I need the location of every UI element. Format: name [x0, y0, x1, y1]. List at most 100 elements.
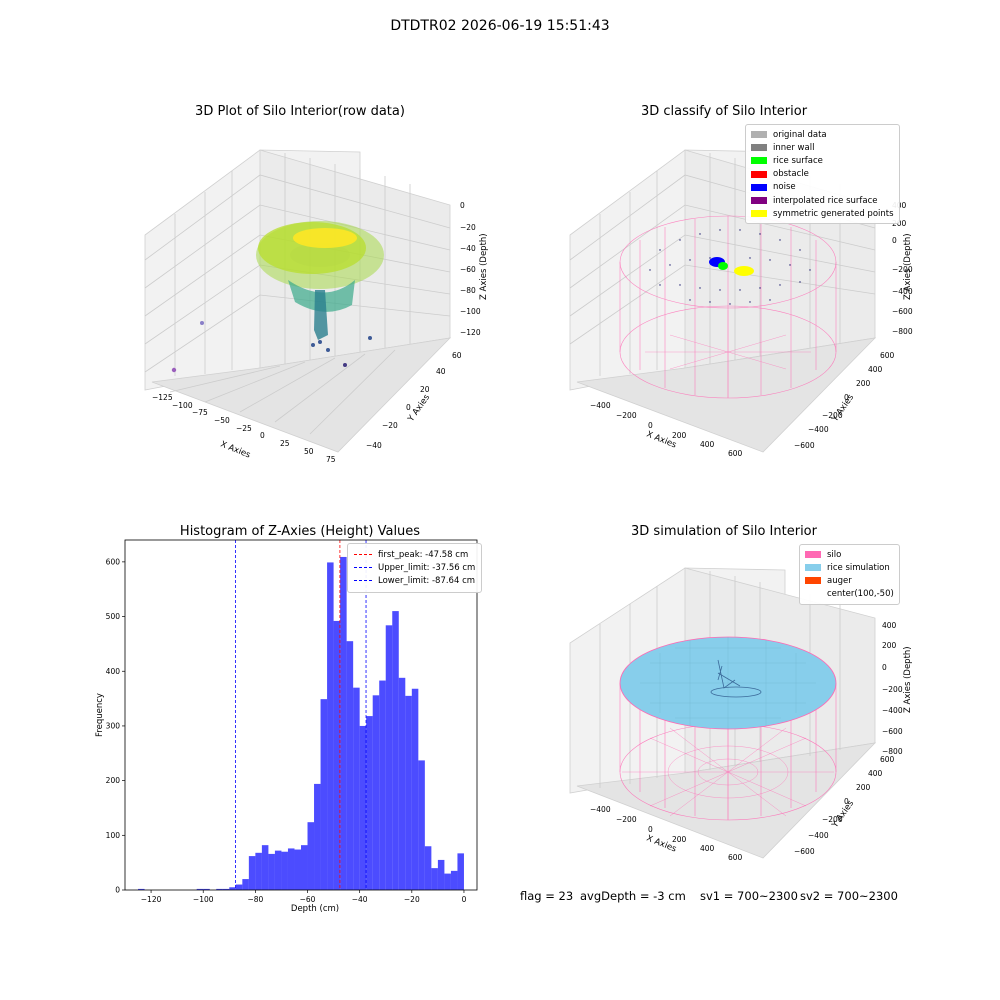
histogram-bar: [398, 677, 406, 890]
histogram-bar: [203, 888, 210, 890]
legend-swatch: [751, 144, 767, 152]
histogram-bar: [301, 845, 308, 890]
histogram-bar: [320, 699, 328, 890]
histogram-bar: [268, 853, 275, 890]
legend-line: [354, 554, 372, 556]
simulation-ztick: 200: [882, 641, 897, 650]
histogram-bar: [314, 783, 321, 890]
histogram-xticks: −120 −100 −80 −60 −40 −20 0: [141, 890, 467, 904]
legend-entry: obstacle: [751, 168, 894, 181]
raw-ytick: 60: [452, 351, 462, 360]
legend-entry: noise: [751, 181, 894, 194]
legend-swatch: [805, 577, 821, 585]
legend-entry: center(100,-50): [805, 588, 894, 601]
histogram-bar: [196, 888, 204, 890]
raw-ztick: −60: [460, 265, 476, 274]
status-avg-depth: avgDepth = -3 cm: [580, 889, 686, 903]
histogram-reference-lines: [235, 540, 367, 890]
histogram-bar: [294, 849, 301, 890]
histogram-bar: [457, 853, 464, 890]
histogram-xtick-label: −40: [352, 895, 368, 904]
raw-ztick: 0: [460, 201, 465, 210]
histogram-bar: [431, 868, 438, 890]
classify-ytick: 200: [856, 379, 871, 388]
simulation-plot-title: 3D simulation of Silo Interior: [631, 524, 817, 539]
status-flag: flag = 23: [520, 889, 574, 903]
histogram-bar: [274, 850, 282, 890]
histogram-bar: [138, 888, 145, 890]
histogram-bar: [366, 716, 373, 890]
classify-ytick: 600: [880, 351, 895, 360]
raw-xtick: −125: [152, 393, 173, 402]
raw-ztick: −40: [460, 244, 476, 253]
histogram-ytick-label: 300: [106, 721, 121, 730]
legend-entry: first_peak: -47.58 cm: [354, 548, 475, 561]
histogram-bar: [450, 870, 458, 890]
figure-title: DTDTR02 2026-06-19 15:51:43: [390, 18, 610, 34]
histogram-bar: [437, 859, 445, 890]
raw-xtick: 0: [260, 431, 265, 440]
legend-entry: inner wall: [751, 141, 894, 154]
legend-label: obstacle: [773, 169, 809, 180]
histogram-ytick-label: 0: [115, 886, 120, 895]
simulation-zlabel: Z Axies (Depth): [903, 646, 913, 713]
histogram-ytick-label: 100: [106, 831, 121, 840]
histogram-bar: [255, 852, 262, 890]
legend-label: Lower_limit: -87.64 cm: [378, 575, 476, 586]
simulation-auger: [710, 659, 762, 698]
histogram-xtick-label: −60: [300, 895, 316, 904]
histogram-xtick-label: −20: [404, 895, 420, 904]
raw-plot-title: 3D Plot of Silo Interior(row data): [195, 104, 405, 119]
classify-xtick: 0: [648, 421, 653, 430]
legend-swatch: [751, 131, 767, 139]
histogram-bar: [424, 846, 432, 890]
legend-label: auger: [827, 575, 852, 586]
simulation-rice-mesh: [640, 637, 816, 729]
classify-ytick: 400: [868, 365, 883, 374]
histogram-xtick-label: 0: [462, 895, 467, 904]
classify-points-detected: [709, 257, 754, 276]
simulation-ztick: −400: [882, 706, 903, 715]
legend-swatch: [751, 210, 767, 218]
legend-label: symmetric generated points: [773, 208, 894, 219]
histogram-ytick-label: 600: [106, 557, 121, 566]
raw-xtick: 25: [280, 439, 290, 448]
legend-swatch: [751, 170, 767, 178]
simulation-ytick: −600: [794, 847, 815, 856]
histogram-bars: [138, 556, 464, 890]
simulation-ytick: 600: [880, 755, 895, 764]
histogram-bar: [444, 873, 451, 890]
raw-point-cloud: [171, 221, 384, 373]
histogram-frame: [124, 539, 478, 891]
raw-ztick: −80: [460, 286, 476, 295]
histogram-bar: [327, 562, 334, 890]
classify-ytick: 0: [844, 393, 849, 402]
simulation-xtick: 0: [648, 825, 653, 834]
status-sv2: sv2 = 700~2300: [800, 889, 898, 903]
raw-3d-plot: −125 −100 −75 −50 −25 0 25 50 75 60 40 2…: [144, 149, 489, 464]
legend-label: Upper_limit: -37.56 cm: [378, 562, 476, 573]
histogram-xtick-label: −80: [247, 895, 263, 904]
classify-ztick: −400: [892, 287, 913, 296]
simulation-xtick: 600: [728, 853, 743, 862]
histogram-bar: [287, 848, 295, 890]
classify-ztick: 200: [892, 219, 907, 228]
legend-swatch: [805, 564, 821, 572]
histogram-ytick-label: 200: [106, 776, 121, 785]
simulation-ytick: 200: [856, 783, 871, 792]
histogram-ylabel: Frequency: [95, 693, 105, 737]
simulation-ytick: 400: [868, 769, 883, 778]
classify-ytick: −600: [794, 441, 815, 450]
classify-ytick: −200: [822, 411, 843, 420]
histogram-bar: [340, 556, 347, 890]
raw-ytick: −20: [382, 421, 398, 430]
legend-line: [354, 580, 372, 582]
legend-swatch: [751, 183, 767, 191]
histogram-bar: [418, 760, 425, 890]
classify-ztick: 0: [892, 236, 897, 245]
legend-entry: rice simulation: [805, 561, 894, 574]
histogram-bar: [307, 822, 315, 890]
legend-entry: silo: [805, 548, 894, 561]
histogram-bar: [242, 879, 249, 890]
simulation-ytick: −200: [822, 815, 843, 824]
